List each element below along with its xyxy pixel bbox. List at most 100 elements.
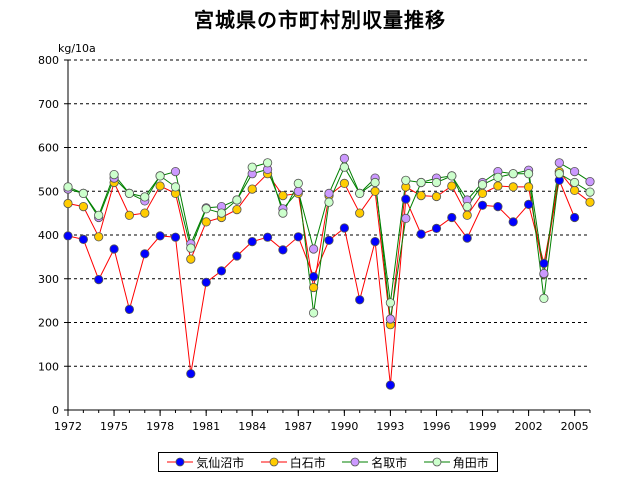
y-tick-label: 0 [52, 404, 59, 417]
data-point [308, 271, 319, 282]
data-point [523, 169, 534, 179]
x-tick-label: 1972 [54, 420, 82, 433]
data-point [63, 182, 73, 192]
y-unit-label: kg/10a [58, 42, 96, 55]
x-tick-label: 2002 [515, 420, 543, 433]
data-point [155, 171, 165, 181]
legend-swatch [342, 457, 369, 467]
data-point [401, 194, 411, 204]
legend: 気仙沼市 白石市 名取市 角田市 [158, 452, 498, 472]
data-point [477, 180, 488, 190]
data-point [324, 188, 334, 198]
data-point [585, 177, 595, 187]
data-point [262, 158, 273, 168]
data-point [140, 208, 150, 218]
data-point [493, 172, 503, 182]
data-point [201, 204, 211, 214]
data-point [324, 235, 334, 245]
data-point [201, 217, 211, 227]
data-point [186, 243, 196, 253]
data-point [124, 304, 134, 314]
data-point [216, 208, 227, 218]
data-point [247, 162, 257, 172]
data-point [554, 158, 564, 168]
x-tick-label: 1996 [422, 420, 450, 433]
legend-swatch [260, 457, 287, 467]
x-tick-label: 1975 [100, 420, 128, 433]
data-point [462, 202, 472, 212]
data-point [416, 177, 426, 188]
data-point [355, 295, 365, 305]
gridlines [68, 59, 590, 367]
data-point [186, 254, 196, 264]
data-point [109, 244, 119, 254]
legend-swatch-marker [269, 457, 279, 467]
x-tick-label: 1978 [146, 420, 174, 433]
data-point [262, 232, 273, 242]
data-point [140, 249, 150, 259]
data-point [462, 210, 472, 220]
y-tick-label: 800 [38, 54, 59, 67]
data-point [339, 153, 349, 163]
legend-label: 気仙沼市 [196, 455, 245, 470]
data-point [78, 202, 89, 212]
data-point [385, 380, 395, 390]
data-point [370, 237, 380, 247]
data-point [124, 210, 134, 220]
data-point [447, 171, 457, 181]
data-point [508, 217, 518, 227]
data-point [539, 293, 549, 303]
data-point [278, 191, 288, 201]
axes: 0 100 200 300 400 500 600 700 800 1972 1975 1978 198… [38, 54, 591, 433]
data-point [124, 188, 134, 198]
data-point [94, 274, 104, 285]
data-point [569, 185, 580, 195]
data-point [308, 244, 319, 254]
data-point [109, 170, 119, 180]
data-point [324, 197, 334, 207]
data-point [232, 251, 242, 261]
legend-item: 気仙沼市 [167, 454, 244, 471]
data-point [94, 210, 104, 220]
data-point [78, 234, 89, 244]
data-point [140, 192, 150, 202]
data-point [523, 182, 534, 192]
data-point [493, 181, 503, 191]
data-point [401, 175, 411, 185]
data-point [493, 202, 503, 212]
x-tick-label: 1984 [238, 420, 266, 433]
y-tick-label: 100 [38, 360, 59, 373]
data-point [355, 188, 365, 198]
data-point [385, 298, 395, 308]
legend-label: 角田市 [452, 455, 489, 470]
series-group [63, 153, 595, 390]
legend-swatch [167, 457, 194, 467]
data-point [216, 266, 227, 276]
data-point [447, 212, 457, 223]
y-tick-label: 700 [38, 98, 59, 111]
data-point [293, 232, 303, 242]
data-point [569, 167, 580, 177]
data-point [585, 187, 595, 197]
data-point [278, 208, 288, 218]
data-point [508, 169, 518, 179]
data-point [539, 268, 549, 279]
y-tick-label: 400 [38, 229, 59, 242]
data-point [569, 177, 580, 188]
data-point [477, 200, 488, 210]
data-point [170, 232, 181, 242]
chart-title: 宮城県の市町村別収量推移 [194, 8, 446, 32]
data-point [554, 169, 564, 179]
legend-item: 白石市 [260, 454, 326, 471]
data-point [477, 188, 488, 198]
y-tick-label: 300 [38, 273, 59, 286]
legend-item: 名取市 [342, 454, 407, 471]
data-point [94, 232, 104, 242]
data-point [308, 308, 319, 318]
data-point [339, 223, 349, 233]
data-point [63, 231, 73, 241]
data-point [170, 182, 181, 192]
y-tick-label: 600 [38, 142, 59, 155]
data-point [308, 282, 319, 293]
